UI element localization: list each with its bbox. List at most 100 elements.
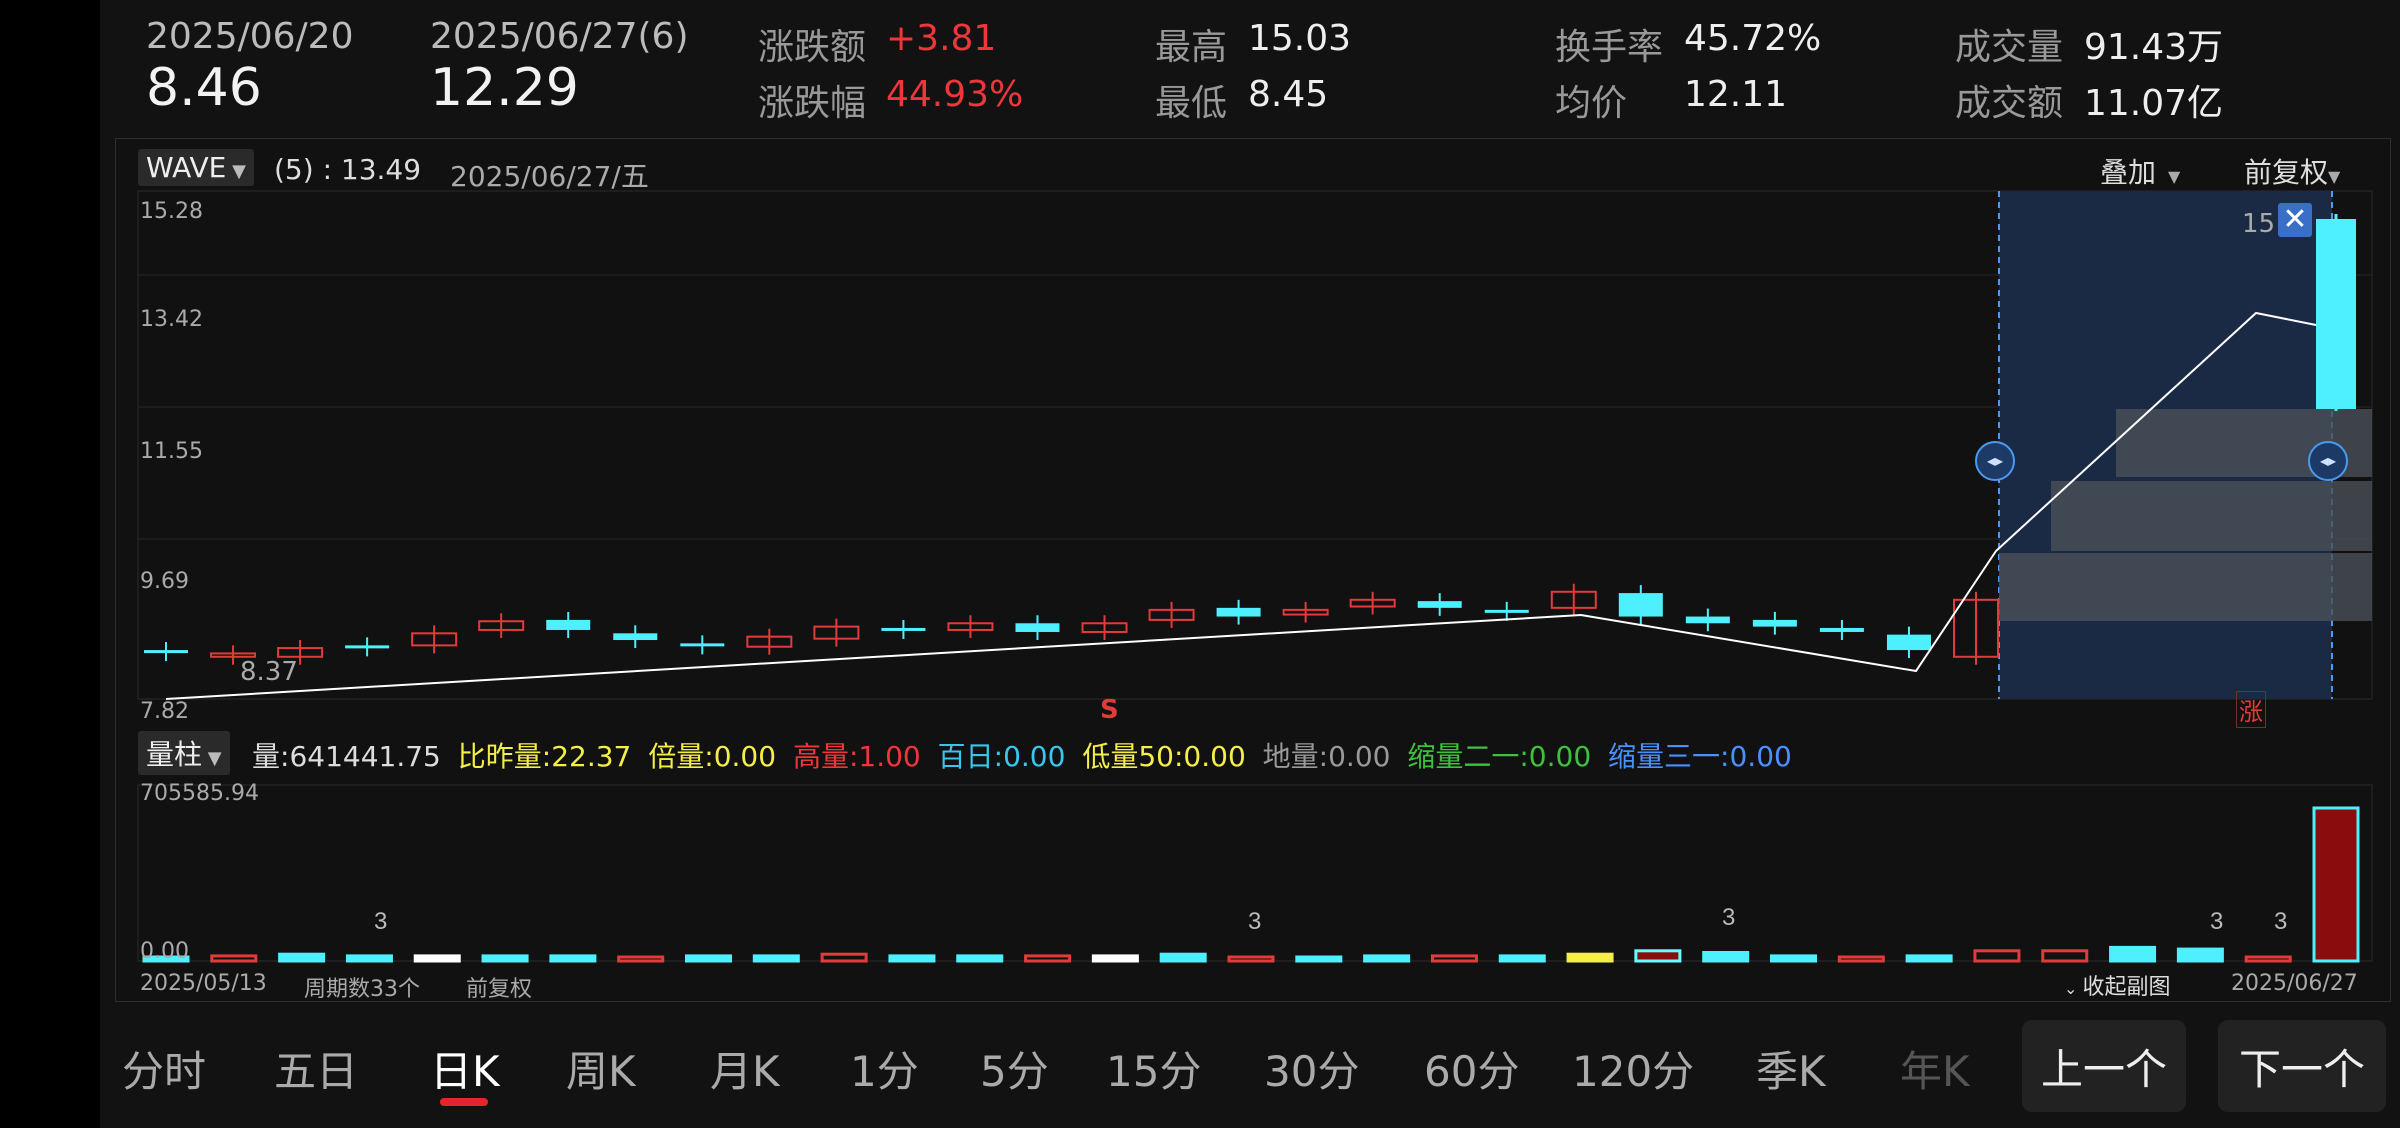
candle-body xyxy=(546,619,591,630)
rise-badge: 涨 xyxy=(2236,691,2266,728)
end-date: 2025/06/27 xyxy=(2231,971,2358,996)
candle-body xyxy=(813,625,860,640)
volume-bar xyxy=(2041,949,2089,963)
close-icon[interactable]: ✕ xyxy=(2278,203,2312,237)
candle-body xyxy=(1081,622,1128,633)
tab-5[interactable]: 1分 xyxy=(850,1047,919,1096)
chevron-down-icon: ▼ xyxy=(2328,167,2341,186)
chevron-down-icon: ▼ xyxy=(202,748,222,769)
candle-body xyxy=(1886,634,1931,651)
volume-bar xyxy=(481,954,529,963)
volume-marker: 3 xyxy=(2274,908,2287,935)
tab-4[interactable]: 月K xyxy=(710,1047,780,1096)
candle-body xyxy=(746,635,793,648)
volume-bar xyxy=(413,954,461,963)
current-date: 2025/06/27(6) xyxy=(430,16,689,57)
volume-bar xyxy=(1159,952,1207,963)
active-tab-indicator xyxy=(440,1098,488,1106)
chevron-down-icon: ⌄ xyxy=(2064,979,2083,998)
candle-body xyxy=(1349,598,1396,608)
candle-body xyxy=(1417,601,1462,608)
right-range-handle-icon[interactable]: ◂▸ xyxy=(2308,441,2348,481)
prev-price: 8.46 xyxy=(146,58,262,118)
y-label-4: 9.69 xyxy=(140,569,189,594)
candle-body xyxy=(411,632,458,647)
candlestick-chart[interactable]: 3 3 3 3 3 xyxy=(116,139,2390,1001)
period-count: 周期数33个 xyxy=(304,977,420,1002)
volume-profile-bar xyxy=(1999,553,2372,621)
tab-6[interactable]: 5分 xyxy=(980,1047,1049,1096)
overlay-button[interactable]: 叠加 ▼ xyxy=(2100,151,2180,191)
volume-marker: 3 xyxy=(374,908,387,935)
footer-adjust: 前复权 xyxy=(466,977,533,1002)
tab-8[interactable]: 30分 xyxy=(1264,1047,1360,1096)
chevron-down-icon: ▼ xyxy=(2168,167,2181,186)
candle-body xyxy=(881,627,926,631)
overlay-label: 叠加 xyxy=(2100,156,2157,189)
turnover-value: 45.72% xyxy=(1684,18,1822,59)
kline-app: 2025/06/20 8.46 2025/06/27(6) 12.29 涨跌额 … xyxy=(100,0,2400,1128)
candle-body xyxy=(1953,598,1999,658)
volume-bar xyxy=(1634,949,1682,963)
volume-bar xyxy=(2312,806,2360,963)
candle-body xyxy=(613,633,658,641)
volume-bar xyxy=(1973,949,2021,963)
change-percent: 44.93% xyxy=(886,74,1024,115)
vol-item-1: 比昨量:22.37 xyxy=(457,740,632,773)
candle-body xyxy=(1752,619,1797,627)
vol-item-2: 倍量:0.00 xyxy=(648,740,777,773)
indicator-value: (5) : 13.49 xyxy=(274,153,422,186)
avg-price-value: 12.11 xyxy=(1684,74,1788,115)
vol-item-6: 地量:0.00 xyxy=(1262,740,1391,773)
candle-body xyxy=(1484,609,1529,613)
volume-marker: 3 xyxy=(2210,908,2223,935)
volume-bar xyxy=(1702,951,1750,963)
volume-indicator-select[interactable]: 量柱 ▼ xyxy=(138,731,230,775)
prev-button[interactable]: 上一个 xyxy=(2022,1020,2186,1112)
vol-item-7: 缩量二一:0.00 xyxy=(1407,740,1592,773)
tab-3[interactable]: 周K xyxy=(566,1047,636,1096)
amount-value: 11.07亿 xyxy=(2084,83,2224,124)
candle-body xyxy=(1618,593,1663,617)
candle-body xyxy=(144,650,188,654)
y-label-3: 11.55 xyxy=(140,439,203,464)
y-label-top: 15.28 xyxy=(140,199,203,224)
indicator-name: WAVE xyxy=(146,151,227,184)
volume-bar xyxy=(956,954,1004,963)
change-percent-label: 涨跌幅 xyxy=(758,83,867,124)
low-value: 8.45 xyxy=(1248,74,1329,115)
tab-12[interactable]: 年K xyxy=(1900,1047,1970,1096)
low-price-marker: 8.37 xyxy=(240,657,298,687)
vol-item-3: 高量:1.00 xyxy=(792,740,921,773)
candle-body xyxy=(1015,623,1060,632)
tab-0[interactable]: 分时 xyxy=(122,1047,207,1096)
tab-10[interactable]: 120分 xyxy=(1572,1047,1695,1096)
tab-7[interactable]: 15分 xyxy=(1106,1047,1202,1096)
indicator-select[interactable]: WAVE ▼ xyxy=(138,149,254,186)
vol-item-0: 量:641441.75 xyxy=(252,740,441,773)
tab-2[interactable]: 日K xyxy=(430,1047,500,1096)
high-value: 15.03 xyxy=(1248,18,1352,59)
volume-bar xyxy=(278,952,326,963)
low-label: 最低 xyxy=(1155,83,1228,124)
volume-bar xyxy=(549,954,597,963)
tab-1[interactable]: 五日 xyxy=(274,1047,359,1096)
volume-bar xyxy=(1363,954,1411,963)
sell-signal-marker: S xyxy=(1100,695,1119,725)
volume-bar xyxy=(1770,954,1817,963)
left-range-handle-icon[interactable]: ◂▸ xyxy=(1975,441,2015,481)
collapse-label: 收起副图 xyxy=(2082,975,2171,1000)
next-button[interactable]: 下一个 xyxy=(2218,1020,2386,1112)
change-amount: +3.81 xyxy=(886,18,997,59)
chart-panel: WAVE ▼ (5) : 13.49 2025/06/27/五 叠加 ▼ 前复权▼… xyxy=(115,138,2391,1002)
candle-body xyxy=(478,620,525,631)
tab-9[interactable]: 60分 xyxy=(1424,1047,1520,1096)
candle-body xyxy=(1148,608,1195,621)
collapse-subchart-button[interactable]: ⌄ 收起副图 xyxy=(2064,969,2171,1001)
candle-body xyxy=(1550,590,1597,609)
y-label-bottom: 7.82 xyxy=(140,699,189,724)
tab-11[interactable]: 季K xyxy=(1756,1047,1826,1096)
start-date: 2025/05/13 xyxy=(140,971,267,996)
adjust-button[interactable]: 前复权▼ xyxy=(2244,151,2340,191)
change-amount-label: 涨跌额 xyxy=(758,27,867,68)
